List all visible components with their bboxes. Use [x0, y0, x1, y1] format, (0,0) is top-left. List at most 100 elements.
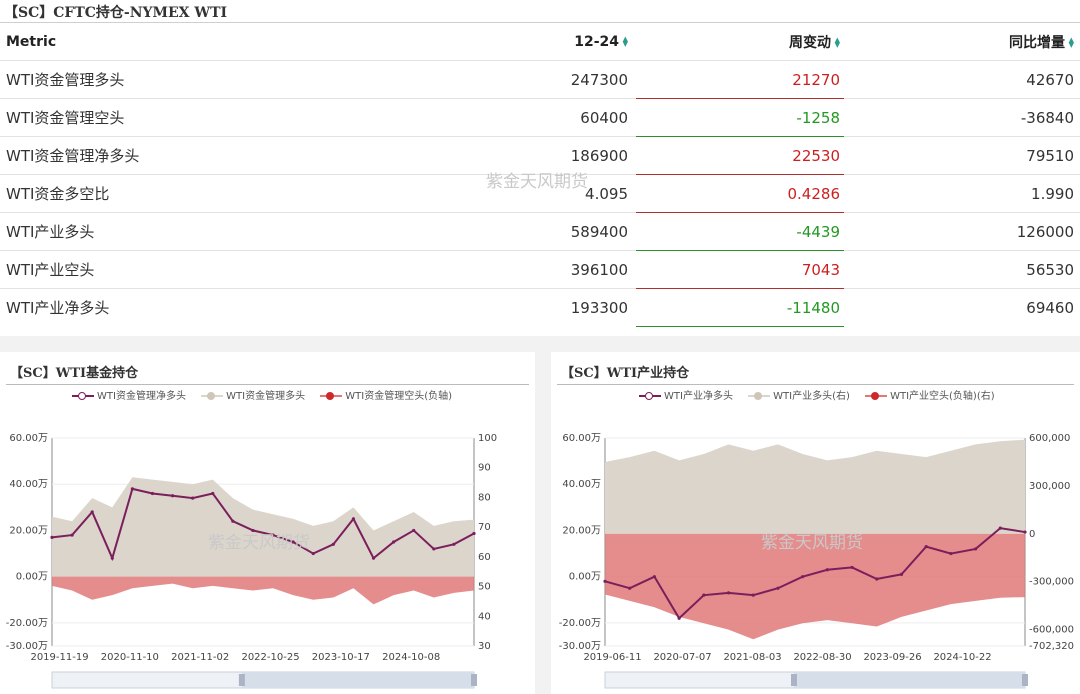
y-tick-label-left: -20.00万 — [559, 618, 601, 629]
net-point — [452, 542, 456, 546]
header-metric: Metric — [0, 23, 382, 61]
header-date-label: 12-24 — [574, 33, 619, 50]
change-value: 0.4286 — [787, 184, 841, 203]
y-tick-label-left: 0.00万 — [569, 572, 601, 583]
zoom-slider-window — [241, 672, 474, 688]
cell-yoy: 126000 — [846, 212, 1080, 251]
long-area — [52, 477, 474, 577]
table-row: WTI资金管理净多头 186900 22530 79510 — [0, 136, 1080, 175]
table-row: WTI资金多空比 4.095 0.4286 1.990 — [0, 174, 1080, 213]
header-date[interactable]: 12-24 ▲ ▼ — [382, 23, 634, 61]
net-point — [70, 533, 74, 537]
header-change[interactable]: 周变动 ▲ ▼ — [634, 23, 846, 61]
watermark: 紫金天风期货 — [761, 533, 863, 553]
table-title-divider — [0, 22, 1080, 23]
legend-item-short[interactable]: WTI资金管理空头(负轴) — [320, 387, 452, 402]
net-point — [371, 556, 376, 560]
legend-item-net[interactable]: WTI资金管理净多头 — [72, 387, 186, 402]
net-point — [191, 496, 195, 500]
cell-change: -1258 — [634, 98, 846, 137]
cftc-table-panel: 【SC】CFTC持仓-NYMEX WTI Metric 12-24 ▲ ▼ 周变动 ▲… — [0, 0, 1080, 336]
net-point — [211, 491, 215, 496]
table-row: WTI产业多头 589400 -4439 126000 — [0, 212, 1080, 251]
table-header-row: Metric 12-24 ▲ ▼ 周变动 ▲ ▼ 同比增量 ▲ ▼ — [0, 23, 1080, 61]
net-point — [825, 568, 829, 572]
sort-icon[interactable]: ▲ ▼ — [834, 35, 840, 49]
legend-label: WTI产业空头(负轴)(右) — [890, 391, 995, 402]
y-tick-label-right: 60 — [478, 552, 491, 563]
net-point — [875, 577, 879, 581]
header-yoy[interactable]: 同比增量 ▲ ▼ — [846, 23, 1080, 61]
x-tick-label: 2023-09-26 — [863, 652, 921, 663]
legend-circle-icon — [320, 392, 343, 400]
net-point — [351, 517, 356, 521]
legend-item-short[interactable]: WTI产业空头(负轴)(右) — [865, 387, 995, 402]
legend-circle-icon — [201, 392, 224, 400]
table-title: 【SC】CFTC持仓-NYMEX WTI — [4, 5, 228, 21]
long-area — [605, 439, 1025, 534]
y-tick-label-right: -600,000 — [1029, 625, 1074, 636]
y-tick-label-left: -30.00万 — [6, 641, 48, 652]
legend-label: WTI产业多头(右) — [773, 391, 850, 402]
table-row: WTI资金管理多头 247300 21270 42670 — [0, 60, 1080, 99]
chart-title: 【SC】WTI产业持仓 — [561, 366, 690, 381]
cell-metric: WTI资金多空比 — [0, 174, 382, 213]
watermark: 紫金天风期货 — [486, 172, 588, 192]
y-tick-label-left: 20.00万 — [9, 525, 48, 536]
net-point — [392, 540, 396, 544]
net-point — [412, 528, 416, 533]
cftc-table: Metric 12-24 ▲ ▼ 周变动 ▲ ▼ 同比增量 ▲ ▼ WTI资金管理多头 247… — [0, 23, 1080, 327]
net-point — [924, 545, 928, 549]
net-point — [652, 575, 657, 579]
y-tick-label-left: -30.00万 — [559, 641, 601, 652]
net-point — [726, 591, 731, 595]
cell-value: 186900 — [382, 136, 634, 175]
net-point — [110, 556, 114, 560]
chart-legend: WTI产业净多头 WTI产业多头(右) WTI产业空头(负轴)(右) — [639, 387, 1007, 402]
cell-change: -11480 — [634, 288, 846, 327]
legend-item-long[interactable]: WTI产业多头(右) — [748, 387, 850, 402]
y-tick-label-left: 60.00万 — [9, 433, 48, 444]
table-row: WTI产业空头 396100 7043 56530 — [0, 250, 1080, 289]
zoom-slider-handle — [1022, 674, 1028, 686]
y-tick-label-left: 60.00万 — [562, 433, 601, 444]
x-tick-label: 2020-11-10 — [101, 652, 159, 663]
net-point — [90, 510, 94, 514]
net-point — [271, 533, 275, 537]
legend-line-circle-icon — [72, 392, 94, 400]
net-point — [311, 551, 315, 556]
zoom-slider-handle — [238, 674, 245, 686]
zoom-slider-handle — [471, 674, 477, 686]
chart-title-divider — [6, 384, 529, 385]
chart-title-divider — [557, 384, 1074, 385]
change-value: -1258 — [796, 108, 840, 127]
chart-panel-fund: 【SC】WTI基金持仓 WTI资金管理净多头 WTI资金管理多头 WTI资金管理… — [0, 352, 535, 694]
cell-yoy: 79510 — [846, 136, 1080, 175]
net-point — [850, 565, 854, 570]
net-point — [949, 551, 953, 556]
x-tick-label: 2022-08-30 — [793, 652, 851, 663]
net-point — [973, 547, 978, 551]
table-row: WTI资金管理空头 60400 -1258 -36840 — [0, 98, 1080, 137]
sort-icon[interactable]: ▲ ▼ — [622, 34, 628, 48]
y-tick-label-left: 40.00万 — [562, 479, 601, 490]
y-tick-label-right: 90 — [478, 463, 491, 474]
net-point — [170, 494, 175, 498]
x-tick-label: 2021-11-02 — [171, 652, 229, 663]
y-tick-label-right: 100 — [478, 433, 497, 444]
legend-item-long[interactable]: WTI资金管理多头 — [201, 387, 305, 402]
chart-legend: WTI资金管理净多头 WTI资金管理多头 WTI资金管理空头(负轴) — [72, 387, 464, 402]
change-value: 7043 — [801, 260, 840, 279]
cell-metric: WTI资金管理多头 — [0, 60, 382, 99]
y-tick-label-right: 80 — [478, 492, 491, 503]
y-tick-label-right: 70 — [478, 522, 491, 533]
net-point — [291, 540, 295, 544]
legend-item-net[interactable]: WTI产业净多头 — [639, 387, 733, 402]
y-tick-label-right: -702,320 — [1029, 641, 1074, 652]
cell-yoy: 42670 — [846, 60, 1080, 99]
table-row: WTI产业净多头 193300 -11480 69460 — [0, 288, 1080, 327]
net-point — [432, 547, 436, 551]
sort-icon[interactable]: ▲ ▼ — [1068, 35, 1074, 49]
zoom-slider-handle — [791, 674, 797, 686]
legend-line-circle-icon — [639, 392, 661, 400]
